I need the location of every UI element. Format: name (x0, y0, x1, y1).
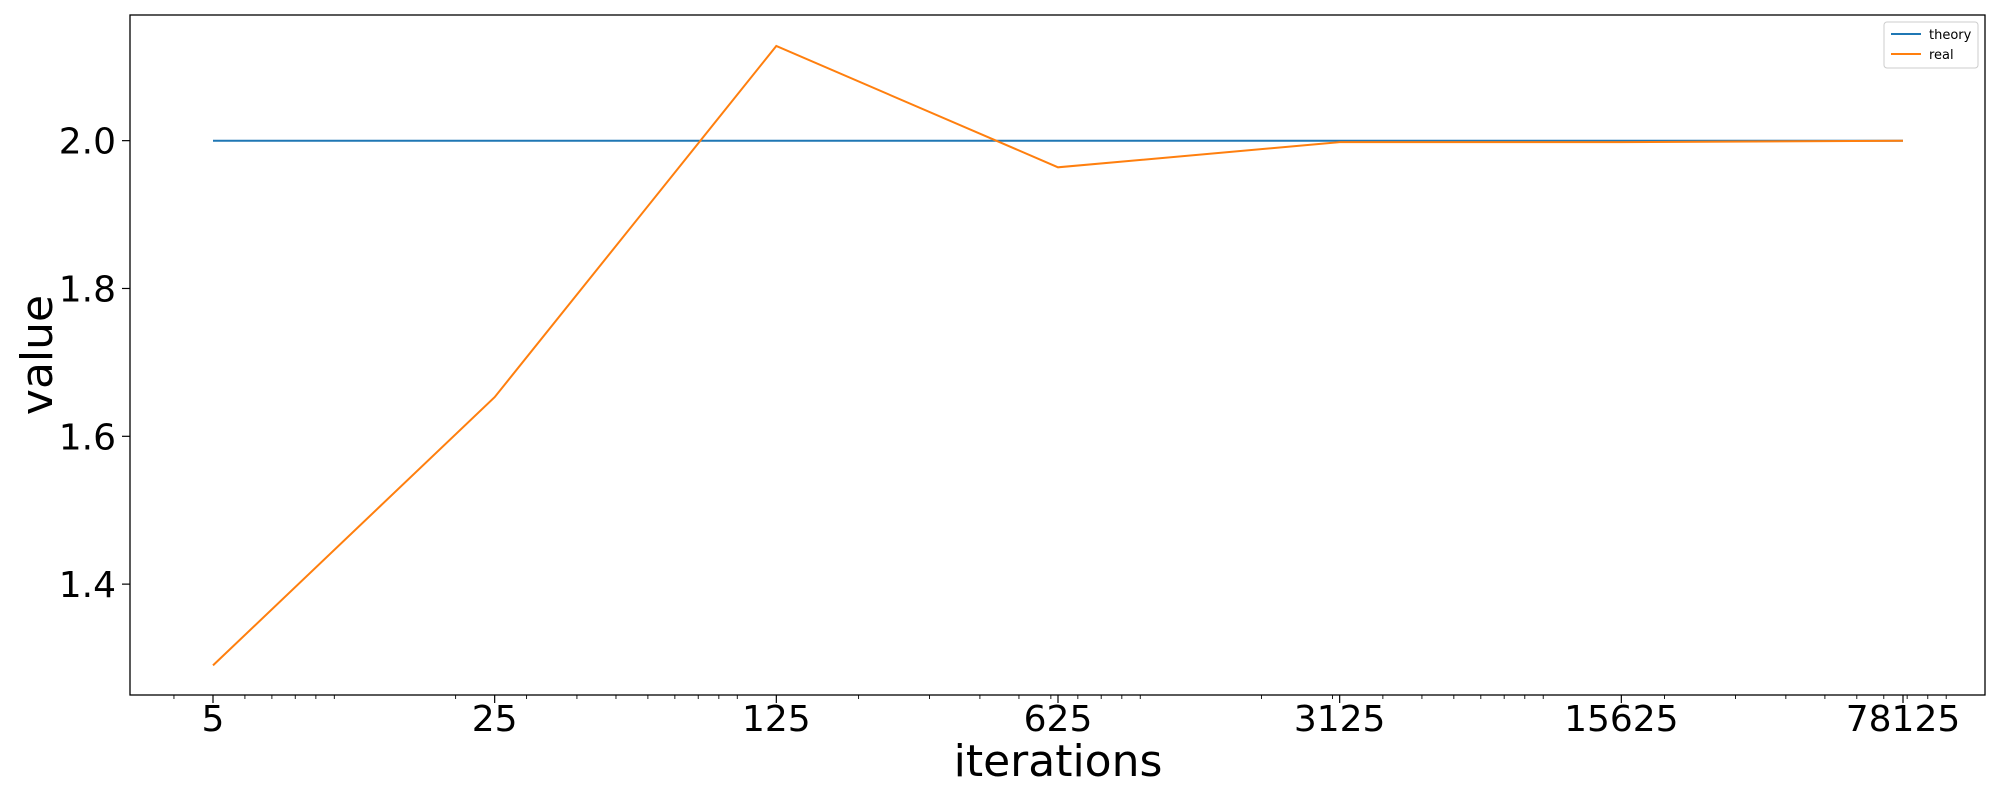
legend-label: theory (1929, 28, 1972, 43)
axis-ticks: 5 25 125 625 3125 15625 78125 1.4 1.6 1.8 2.0 (59, 122, 1961, 740)
plot-frame (129, 14, 1986, 696)
x-axis-title: iterations (954, 736, 1163, 787)
x-tick-label: 78125 (1846, 699, 1961, 740)
x-tick-label: 15625 (1564, 699, 1679, 740)
x-tick-label: 25 (472, 699, 518, 740)
x-tick-label: 3125 (1294, 699, 1386, 740)
x-tick-label: 5 (202, 699, 225, 740)
series-line-real (212, 44, 1904, 667)
legend-label: real (1929, 48, 1954, 63)
y-tick-label: 1.8 (59, 269, 116, 310)
legend: theory real (1883, 21, 1979, 69)
x-tick-label: 625 (1024, 699, 1093, 740)
y-tick-label: 2.0 (59, 122, 116, 163)
y-axis-title: value (12, 295, 63, 415)
y-tick-label: 1.4 (59, 565, 116, 606)
series-lines (212, 44, 1904, 667)
y-tick-label: 1.6 (59, 417, 116, 458)
x-tick-label: 125 (742, 699, 811, 740)
